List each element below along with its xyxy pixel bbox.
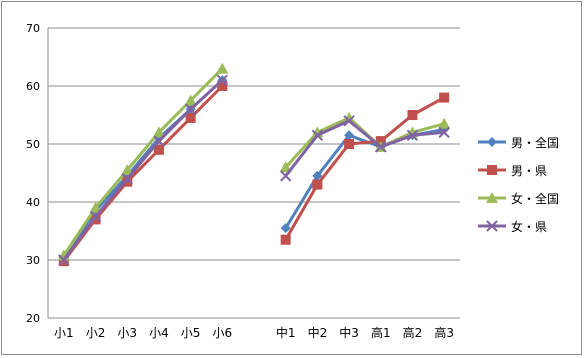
data-point (216, 74, 229, 86)
data-point (184, 94, 197, 106)
data-point (90, 214, 101, 225)
data-point (185, 112, 196, 123)
series-line (62, 84, 224, 263)
gridlines (48, 27, 460, 319)
series-square (58, 81, 450, 267)
y-tick-label: 20 (26, 312, 40, 325)
data-point (344, 139, 355, 149)
x-axis-tick-labels: 小1 小2 小3 小4 小5 小6 中1 中2 中3 高1 高2 高3 (54, 325, 454, 340)
data-point (280, 234, 291, 245)
data-point (121, 164, 134, 176)
data-point (58, 254, 70, 266)
legend-label: 男・県 (511, 164, 547, 178)
legend-item: 男・全国 (478, 135, 559, 150)
series-line (62, 79, 224, 261)
data-point (121, 173, 133, 185)
x-tick-label: 小4 (149, 326, 169, 340)
data-point (311, 129, 324, 142)
data-point (343, 111, 356, 123)
y-tick-label: 30 (26, 254, 40, 267)
legend-label: 女・全国 (511, 191, 559, 206)
x-tick-label: 小5 (181, 326, 201, 340)
y-tick-label: 40 (26, 196, 40, 209)
x-tick-label: 中1 (276, 325, 296, 340)
legend: 男・全国男・県女・全国女・県 (478, 135, 559, 234)
series-group (57, 62, 451, 267)
data-point (153, 135, 165, 147)
x-tick-label: 小1 (54, 326, 74, 340)
x-tick-label: 小3 (117, 326, 137, 340)
series-line (284, 96, 445, 241)
data-point (438, 126, 450, 139)
legend-item: 女・全国 (478, 191, 559, 206)
data-point (122, 176, 133, 187)
legend-item: 女・県 (478, 219, 547, 234)
x-axis (47, 28, 460, 319)
series-triangle (57, 62, 451, 261)
x-tick-label: 小6 (212, 326, 232, 340)
data-point (217, 81, 228, 91)
x-tick-label: 中2 (308, 325, 328, 340)
data-point (153, 144, 164, 155)
y-tick-label: 60 (26, 80, 40, 93)
series-line (284, 119, 445, 177)
series-diamond (58, 75, 450, 263)
y-axis-tick-labels: 20 30 40 50 60 70 (26, 22, 40, 325)
data-point (89, 201, 102, 213)
legend-label: 女・県 (511, 219, 547, 234)
series-x (58, 74, 450, 266)
x-tick-label: 中3 (339, 325, 359, 340)
data-point (344, 130, 355, 141)
data-point (216, 62, 229, 74)
data-point (486, 220, 498, 232)
data-point (312, 179, 323, 190)
data-point (280, 223, 291, 234)
data-point (487, 137, 497, 147)
y-tick-label: 50 (26, 138, 40, 151)
x-tick-label: 高2 (403, 325, 423, 340)
data-point (407, 110, 418, 120)
data-point (279, 161, 292, 173)
legend-item: 男・県 (478, 164, 547, 178)
legend-label: 男・全国 (511, 135, 559, 150)
data-point (89, 210, 102, 223)
data-point (312, 170, 323, 181)
data-point (152, 126, 165, 138)
data-point (439, 92, 450, 103)
data-point (438, 117, 451, 129)
data-point (184, 103, 197, 115)
data-point (343, 115, 355, 127)
y-tick-label: 70 (26, 22, 40, 35)
data-point (406, 129, 419, 142)
x-tick-label: 小2 (86, 326, 106, 340)
data-point (279, 170, 292, 182)
data-point (375, 141, 387, 153)
data-point (486, 192, 498, 203)
series-line (62, 67, 224, 257)
data-point (487, 165, 497, 175)
x-tick-label: 高1 (371, 325, 391, 340)
x-tick-label: 高3 (434, 325, 454, 340)
